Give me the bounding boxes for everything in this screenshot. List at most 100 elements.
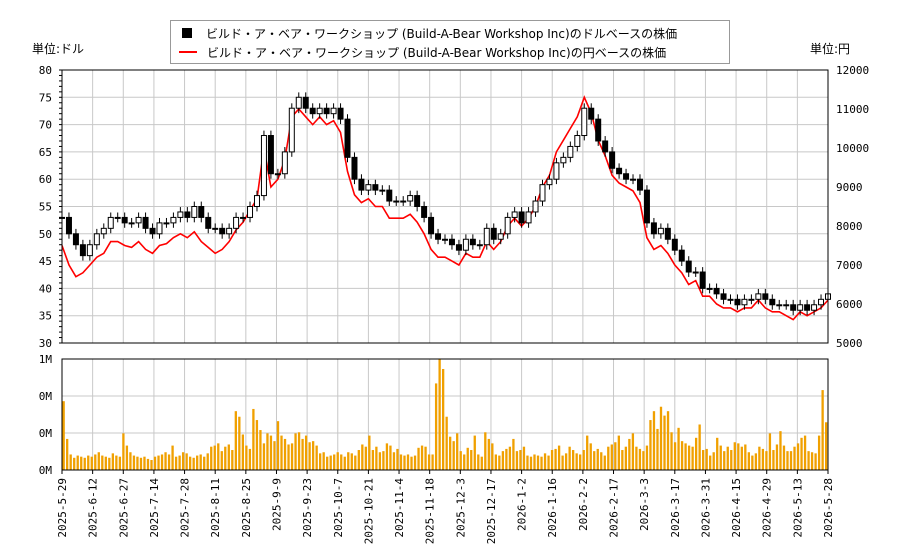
volume-bar bbox=[522, 446, 526, 470]
volume-tick-label: 0M bbox=[39, 464, 53, 477]
x-tick-label: 2025-8-11 bbox=[209, 478, 222, 538]
candle-body bbox=[643, 189, 650, 224]
volume-bar bbox=[354, 455, 357, 470]
candle-body bbox=[636, 178, 643, 191]
volume-bar bbox=[199, 454, 202, 470]
candle-body bbox=[100, 227, 107, 235]
candle-body bbox=[560, 156, 567, 164]
volume-bar bbox=[69, 454, 72, 470]
candle-body bbox=[170, 216, 177, 224]
volume-bar bbox=[751, 455, 754, 470]
volume-bar bbox=[814, 453, 817, 470]
volume-bar bbox=[698, 424, 701, 470]
candle-body bbox=[79, 244, 86, 257]
volume-bar bbox=[392, 452, 396, 470]
volume-bar bbox=[670, 432, 673, 470]
volume-bar bbox=[118, 456, 122, 470]
right-tick-label: 7000 bbox=[836, 259, 863, 272]
candle-body bbox=[574, 135, 581, 147]
volume-bar bbox=[350, 453, 353, 470]
volume-bar bbox=[227, 444, 230, 470]
volume-bar bbox=[772, 450, 775, 470]
candle-body bbox=[532, 200, 539, 213]
volume-bar bbox=[716, 437, 719, 470]
volume-bar bbox=[188, 456, 192, 470]
volume-bars bbox=[62, 359, 828, 470]
volume-bar bbox=[452, 441, 455, 470]
volume-bar bbox=[231, 450, 234, 470]
candle-body bbox=[525, 211, 532, 224]
candle-body bbox=[156, 222, 163, 235]
volume-bar bbox=[680, 441, 684, 470]
volume-bar bbox=[554, 448, 557, 470]
left-tick-label: 40 bbox=[39, 282, 52, 295]
volume-bar bbox=[385, 443, 389, 470]
volume-bar bbox=[413, 455, 417, 470]
volume-bar bbox=[793, 446, 796, 470]
volume-bar bbox=[160, 454, 164, 470]
candle-body bbox=[685, 260, 692, 273]
volume-bar bbox=[445, 416, 448, 470]
volume-bar bbox=[754, 453, 758, 470]
volume-bar bbox=[245, 445, 248, 470]
volume-bar bbox=[139, 457, 143, 470]
volume-bar bbox=[192, 457, 195, 470]
volume-bar bbox=[596, 448, 599, 470]
x-tick-label: 2026-1-16 bbox=[546, 478, 559, 538]
jpy-series-line bbox=[61, 95, 829, 321]
volume-bar bbox=[329, 455, 332, 470]
volume-bar bbox=[775, 444, 779, 470]
volume-bar bbox=[252, 408, 255, 470]
volume-bar bbox=[273, 441, 276, 470]
candle-body bbox=[442, 238, 448, 241]
volume-bar bbox=[143, 456, 146, 470]
volume-bar bbox=[579, 454, 582, 470]
candle-body bbox=[149, 227, 156, 235]
candle-body bbox=[741, 298, 748, 306]
volume-bar bbox=[687, 445, 691, 470]
volume-bar bbox=[621, 450, 624, 470]
volume-bar bbox=[694, 437, 698, 470]
volume-bar bbox=[744, 444, 747, 470]
volume-bar bbox=[80, 456, 83, 470]
candle-body bbox=[630, 178, 637, 181]
candle-body bbox=[448, 238, 455, 246]
volume-bar bbox=[768, 433, 772, 470]
volume-bar bbox=[371, 450, 375, 470]
candle-body bbox=[226, 227, 233, 235]
volume-bar bbox=[821, 390, 824, 470]
candle-body bbox=[713, 287, 720, 295]
candle-body bbox=[734, 298, 741, 306]
candle-body bbox=[650, 222, 657, 235]
volume-bar bbox=[505, 448, 508, 470]
volume-bar bbox=[512, 438, 515, 470]
x-tick-label: 2025-11-18 bbox=[424, 478, 437, 544]
candle-body bbox=[504, 216, 511, 235]
candle-body bbox=[762, 293, 769, 300]
candle-body bbox=[720, 293, 727, 300]
volume-bar bbox=[301, 438, 304, 470]
legend: ビルド・ア・ベア・ワークショップ (Build-A-Bear Workshop … bbox=[170, 20, 730, 64]
x-tick-label: 2025-9-9 bbox=[270, 478, 283, 531]
volume-bar bbox=[786, 451, 789, 470]
volume-bar bbox=[723, 451, 726, 470]
volume-bar bbox=[617, 435, 620, 470]
volume-bar bbox=[417, 447, 420, 470]
volume-bar bbox=[262, 443, 266, 470]
candle-body bbox=[184, 211, 191, 218]
candle-body bbox=[309, 107, 316, 115]
volume-bar bbox=[150, 460, 153, 470]
candle-body bbox=[490, 227, 497, 240]
candle-body bbox=[692, 271, 699, 274]
volume-bar bbox=[364, 446, 367, 470]
volume-bar bbox=[726, 446, 729, 470]
volume-bar bbox=[319, 453, 322, 470]
volume-bar bbox=[547, 455, 550, 470]
volume-bar bbox=[311, 441, 315, 470]
candle-body bbox=[400, 200, 407, 203]
legend-item-usd: ビルド・ア・ベア・ワークショップ (Build-A-Bear Workshop … bbox=[179, 24, 677, 42]
volume-bar bbox=[575, 453, 578, 470]
volume-tick-label: 0M bbox=[39, 390, 53, 403]
candle-body bbox=[86, 244, 93, 257]
candle-body bbox=[260, 135, 267, 197]
